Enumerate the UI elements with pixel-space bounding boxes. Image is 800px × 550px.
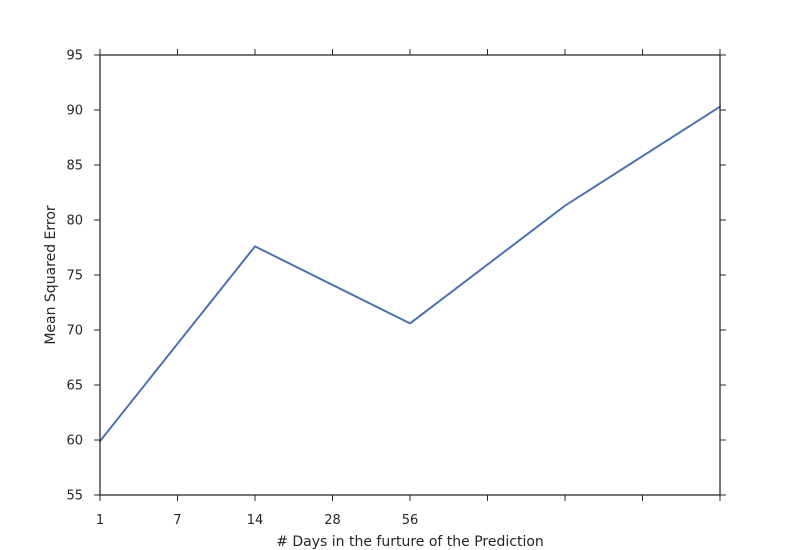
y-tick-label: 80 (66, 214, 83, 229)
x-tick-label: 1 (96, 513, 104, 528)
x-axis-label: # Days in the furture of the Prediction (276, 534, 544, 550)
series-line (99, 105, 721, 443)
x-tick-label: 56 (402, 513, 419, 528)
x-tick-label: 28 (324, 513, 341, 528)
x-tick-label: 7 (173, 513, 181, 528)
y-axis-label: Mean Squared Error (43, 205, 59, 345)
y-tick-label: 90 (66, 104, 83, 119)
y-tick-label: 60 (66, 434, 83, 449)
y-tick-label: 65 (66, 379, 83, 394)
plot-frame (99, 54, 721, 496)
x-tick-label: 14 (247, 513, 264, 528)
y-tick-label: 95 (66, 49, 83, 64)
y-tick-label: 55 (66, 489, 83, 504)
y-tick-label: 85 (66, 159, 83, 174)
y-tick-label: 70 (66, 324, 83, 339)
y-tick-label: 75 (66, 269, 83, 284)
